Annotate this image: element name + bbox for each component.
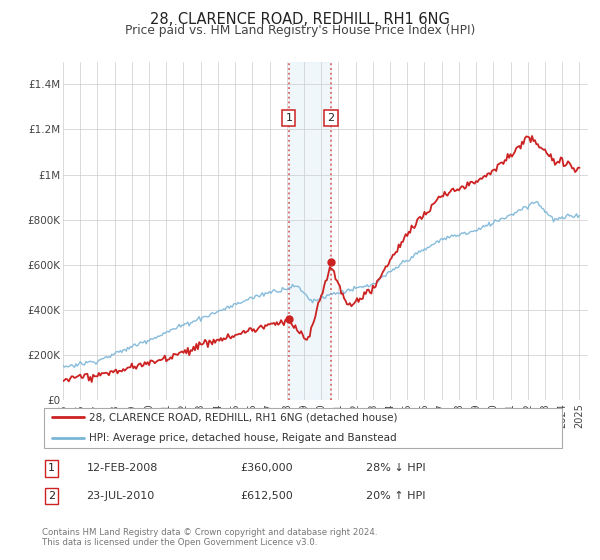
Text: 28% ↓ HPI: 28% ↓ HPI (365, 464, 425, 473)
Text: Price paid vs. HM Land Registry's House Price Index (HPI): Price paid vs. HM Land Registry's House … (125, 24, 475, 37)
Text: 20% ↑ HPI: 20% ↑ HPI (365, 491, 425, 501)
FancyBboxPatch shape (44, 408, 562, 448)
Text: £612,500: £612,500 (241, 491, 293, 501)
Text: This data is licensed under the Open Government Licence v3.0.: This data is licensed under the Open Gov… (42, 538, 317, 547)
Text: £360,000: £360,000 (241, 464, 293, 473)
Text: HPI: Average price, detached house, Reigate and Banstead: HPI: Average price, detached house, Reig… (89, 433, 397, 444)
Text: 23-JUL-2010: 23-JUL-2010 (86, 491, 155, 501)
Text: 28, CLARENCE ROAD, REDHILL, RH1 6NG: 28, CLARENCE ROAD, REDHILL, RH1 6NG (150, 12, 450, 27)
Text: 1: 1 (48, 464, 55, 473)
Bar (289, 62, 331, 400)
Text: 1: 1 (286, 113, 292, 123)
Text: 2: 2 (327, 113, 334, 123)
Text: 12-FEB-2008: 12-FEB-2008 (86, 464, 158, 473)
Text: 2: 2 (48, 491, 55, 501)
Text: 28, CLARENCE ROAD, REDHILL, RH1 6NG (detached house): 28, CLARENCE ROAD, REDHILL, RH1 6NG (det… (89, 412, 397, 422)
Text: Contains HM Land Registry data © Crown copyright and database right 2024.: Contains HM Land Registry data © Crown c… (42, 528, 377, 536)
